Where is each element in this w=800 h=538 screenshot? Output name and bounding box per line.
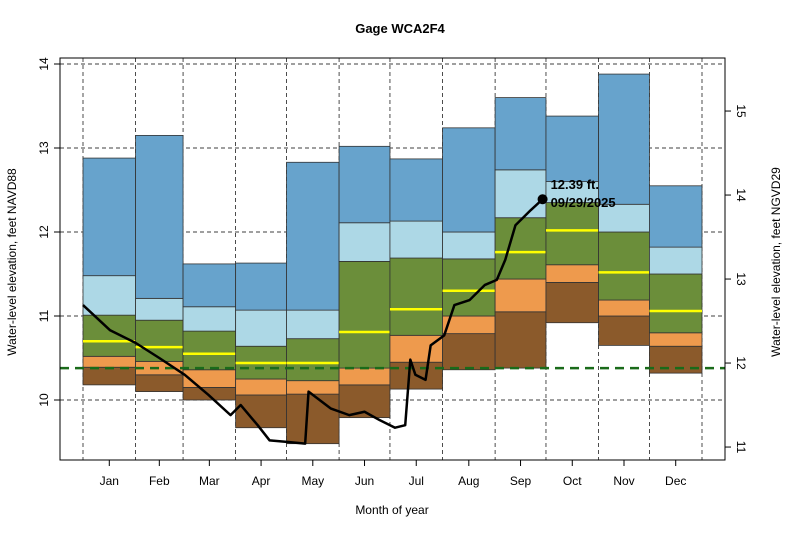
latest-value-point	[537, 194, 548, 205]
x-tick-label: Aug	[458, 474, 479, 488]
x-tick-label: Apr	[252, 474, 271, 488]
bar-band-blue-sep	[494, 97, 547, 171]
bar-band-blue-mar	[182, 263, 237, 308]
bar-band-orange-apr	[235, 378, 287, 396]
bar-band-blue-apr	[235, 262, 287, 311]
x-tick-label: Dec	[665, 474, 686, 488]
bar-band-lightblue-feb	[135, 297, 184, 321]
bar-band-brown-oct	[545, 281, 599, 324]
y-tick-label-left: 11	[37, 309, 51, 322]
x-tick-label: Nov	[613, 474, 634, 488]
bar-band-brown-apr	[235, 394, 287, 429]
bar-band-blue-nov	[598, 73, 650, 205]
y-tick-label-left: 10	[37, 393, 51, 407]
bar-band-orange-dec	[649, 332, 703, 347]
bar-band-orange-oct	[545, 264, 599, 283]
bar-band-green-jan	[82, 314, 136, 357]
bar-band-blue-dec	[649, 185, 703, 248]
bar-band-green-jun	[338, 260, 391, 369]
bar-band-brown-feb	[135, 374, 184, 392]
x-tick-label: Feb	[149, 474, 170, 488]
y-tick-label-right: 14	[734, 188, 748, 202]
bar-band-orange-jan	[82, 355, 136, 368]
y-tick-label-right: 11	[734, 441, 748, 454]
y-axis-label-right: Water-level elevation, feet NGVD29	[769, 167, 783, 357]
bar-band-green-oct	[545, 202, 599, 266]
bar-band-orange-sep	[494, 278, 547, 313]
bar-band-green-jul	[389, 257, 443, 336]
bar-band-orange-jul	[389, 334, 443, 363]
bar-band-lightblue-aug	[442, 231, 496, 260]
x-tick-label: Mar	[199, 474, 220, 488]
x-tick-label: Sep	[510, 474, 532, 488]
x-tick-label: Oct	[563, 474, 582, 488]
bar-band-blue-jan	[82, 157, 136, 277]
bar-band-brown-may	[286, 393, 340, 445]
x-tick-label: May	[301, 474, 324, 488]
y-tick-label-left: 12	[37, 225, 51, 239]
bar-band-blue-feb	[135, 134, 184, 299]
bar-band-green-may	[286, 338, 340, 382]
bar-band-blue-jun	[338, 145, 391, 224]
bar-band-orange-nov	[598, 299, 650, 317]
y-tick-label-left: 13	[37, 141, 51, 155]
annotation-date: 09/29/2025	[551, 195, 616, 210]
bar-band-brown-nov	[598, 315, 650, 346]
bar-band-lightblue-jan	[82, 275, 136, 316]
bar-band-green-dec	[649, 273, 703, 334]
y-tick-label-right: 12	[734, 356, 748, 370]
bar-band-brown-sep	[494, 311, 547, 369]
bar-band-orange-may	[286, 380, 340, 395]
current-year-line	[82, 198, 544, 445]
x-tick-label: Jan	[100, 474, 119, 488]
y-tick-label-right: 13	[734, 272, 748, 286]
bar-band-blue-oct	[545, 115, 599, 182]
bar-band-lightblue-mar	[182, 306, 237, 332]
bar-band-lightblue-nov	[598, 203, 650, 233]
bar-band-green-feb	[135, 319, 184, 362]
bar-band-lightblue-sep	[494, 169, 547, 219]
bar-band-green-nov	[598, 231, 650, 301]
bar-band-blue-aug	[442, 127, 496, 233]
bar-band-green-mar	[182, 330, 237, 371]
bar-band-lightblue-dec	[649, 246, 703, 275]
bar-band-brown-jan	[82, 366, 136, 386]
bar-band-blue-may	[286, 161, 340, 311]
bar-band-green-aug	[442, 258, 496, 317]
bar-band-brown-mar	[182, 386, 237, 401]
chart-title: Gage WCA2F4	[355, 21, 445, 36]
bar-band-blue-jul	[389, 158, 443, 222]
bar-band-lightblue-jul	[389, 220, 443, 259]
plot-frame	[59, 57, 726, 461]
bar-band-lightblue-apr	[235, 309, 287, 347]
bar-band-green-sep	[494, 217, 547, 280]
bar-band-lightblue-may	[286, 309, 340, 340]
y-tick-label-left: 14	[37, 57, 51, 71]
y-axis-label-left: Water-level elevation, feet NAVD88	[5, 168, 19, 356]
bar-band-orange-jun	[338, 367, 391, 386]
y-tick-label-right: 15	[734, 104, 748, 118]
x-tick-label: Jul	[409, 474, 424, 488]
x-axis-label: Month of year	[355, 503, 428, 517]
bar-band-brown-aug	[442, 333, 496, 371]
x-tick-label: Jun	[355, 474, 374, 488]
annotation-value: 12.39 ft.	[551, 177, 599, 192]
bar-band-lightblue-jun	[338, 222, 391, 262]
